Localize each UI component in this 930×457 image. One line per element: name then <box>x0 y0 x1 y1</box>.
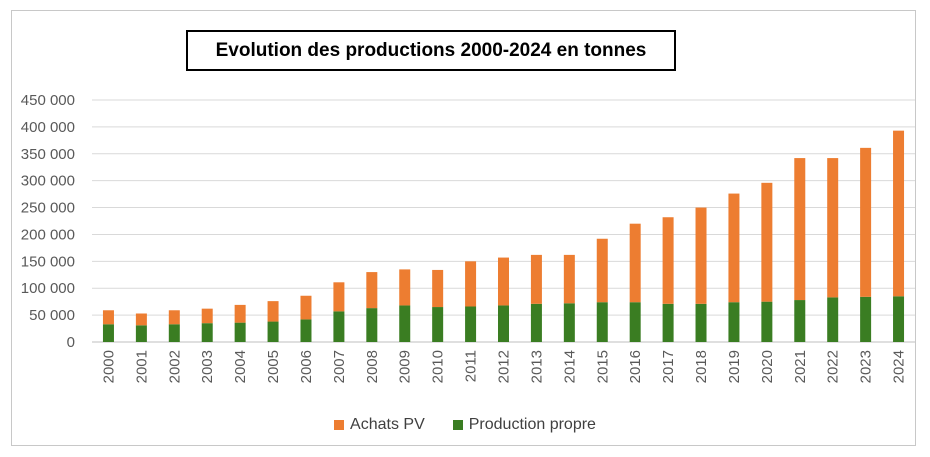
x-tick-label: 2006 <box>298 350 315 383</box>
bar-achats-2002 <box>168 310 180 325</box>
bar-achats-2022 <box>827 158 839 298</box>
y-tick-label: 300 000 <box>21 173 75 190</box>
y-tick-label: 50 000 <box>29 307 75 324</box>
x-tick-label: 2013 <box>528 350 545 383</box>
bar-production-2017 <box>662 303 674 342</box>
x-tick-label: 2000 <box>100 350 117 383</box>
x-tick-label: 2016 <box>627 350 644 383</box>
y-tick-label: 450 000 <box>21 92 75 109</box>
x-tick-label: 2014 <box>561 350 578 383</box>
x-tick-label: 2003 <box>199 350 216 383</box>
bar-achats-2018 <box>695 207 707 304</box>
bar-achats-2013 <box>530 254 542 304</box>
bar-production-2016 <box>629 302 641 342</box>
bar-achats-2023 <box>860 147 872 297</box>
bar-achats-2015 <box>596 238 608 303</box>
bar-production-2001 <box>135 325 147 342</box>
legend-swatch-production <box>452 420 463 430</box>
x-tick-label: 2001 <box>133 350 150 383</box>
x-tick-label: 2008 <box>364 350 381 383</box>
bar-production-2018 <box>695 303 707 342</box>
bar-production-2023 <box>860 296 872 342</box>
bar-production-2015 <box>596 302 608 342</box>
bar-production-2008 <box>366 308 378 342</box>
bar-achats-2000 <box>102 310 114 325</box>
bar-achats-2009 <box>399 269 411 306</box>
bar-achats-2006 <box>300 295 312 320</box>
legend-label-production: Production propre <box>468 416 596 433</box>
x-tick-label: 2021 <box>792 350 809 383</box>
bar-production-2021 <box>794 300 806 342</box>
bar-production-2022 <box>827 297 839 342</box>
x-tick-label: 2022 <box>825 350 842 383</box>
x-tick-label: 2010 <box>430 350 447 383</box>
bar-achats-2010 <box>432 269 444 308</box>
y-tick-label: 250 000 <box>21 200 75 217</box>
x-tick-label: 2012 <box>496 350 513 383</box>
bar-production-2011 <box>465 306 477 342</box>
bar-production-2020 <box>761 301 773 342</box>
bar-production-2004 <box>234 322 246 342</box>
x-tick-label: 2020 <box>759 350 776 383</box>
bar-production-2002 <box>168 324 180 342</box>
bar-achats-2024 <box>893 130 905 297</box>
x-tick-label: 2019 <box>726 350 743 383</box>
bar-achats-2003 <box>201 308 213 324</box>
x-tick-label: 2011 <box>463 350 480 382</box>
x-tick-label: 2015 <box>594 350 611 383</box>
bar-achats-2007 <box>333 282 345 312</box>
bar-production-2013 <box>530 303 542 342</box>
x-tick-label: 2005 <box>265 350 282 383</box>
bar-production-2019 <box>728 302 740 342</box>
bar-achats-2012 <box>498 257 509 306</box>
bar-achats-2021 <box>794 158 806 301</box>
bar-production-2024 <box>893 296 905 342</box>
chart-title-box: Evolution des productions 2000-2024 en t… <box>186 30 676 71</box>
bar-achats-2019 <box>728 193 740 303</box>
y-tick-label: 350 000 <box>21 146 75 163</box>
bar-production-2007 <box>333 311 345 342</box>
bar-achats-2004 <box>234 304 246 323</box>
y-tick-label: 150 000 <box>21 253 75 270</box>
bar-production-2009 <box>399 305 411 342</box>
legend-label-achats: Achats PV <box>350 416 425 433</box>
bar-achats-2017 <box>662 217 674 304</box>
bar-production-2010 <box>432 307 444 342</box>
bar-production-2014 <box>563 303 575 342</box>
bar-achats-2016 <box>629 223 641 303</box>
y-tick-label: 0 <box>67 334 75 351</box>
bar-achats-2001 <box>135 313 147 326</box>
x-tick-label: 2018 <box>693 350 710 383</box>
bar-production-2006 <box>300 319 312 342</box>
bar-achats-2005 <box>267 301 279 322</box>
bar-achats-2020 <box>761 182 773 302</box>
bar-production-2005 <box>267 321 279 342</box>
legend-item-achats: Achats PV <box>334 416 425 434</box>
legend-swatch-achats <box>334 420 345 430</box>
bar-production-2000 <box>102 324 114 342</box>
x-tick-label: 2009 <box>397 350 414 383</box>
chart-title: Evolution des productions 2000-2024 en t… <box>215 39 647 61</box>
y-tick-label: 100 000 <box>21 280 75 297</box>
bar-production-2003 <box>201 323 213 342</box>
x-tick-label: 2023 <box>858 350 875 383</box>
y-tick-label: 200 000 <box>21 226 75 243</box>
bar-achats-2008 <box>366 272 378 309</box>
bar-achats-2011 <box>465 261 477 307</box>
bar-production-2012 <box>498 305 509 342</box>
x-tick-label: 2002 <box>166 350 183 383</box>
chart-legend: Achats PV Production propre <box>0 416 930 434</box>
x-tick-label: 2004 <box>232 350 249 383</box>
x-tick-label: 2024 <box>891 350 908 383</box>
y-tick-label: 400 000 <box>21 119 75 136</box>
bar-achats-2014 <box>563 254 575 304</box>
x-tick-label: 2007 <box>331 350 348 383</box>
legend-item-production: Production propre <box>452 416 596 434</box>
x-tick-label: 2017 <box>660 350 677 383</box>
